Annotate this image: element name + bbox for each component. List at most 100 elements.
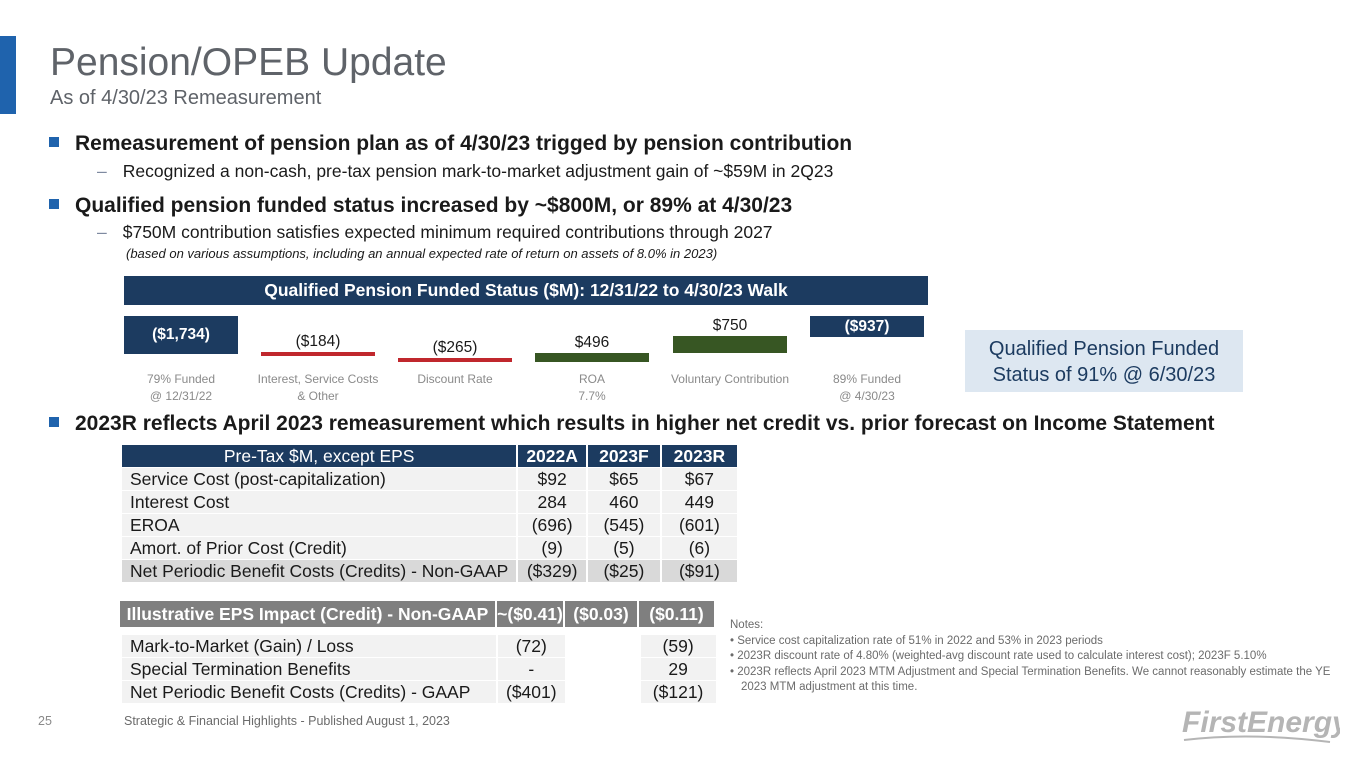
bullet-3-text: 2023R reflects April 2023 remeasurement … [75,412,1215,435]
bullet-square-icon [49,137,59,147]
row-value: (9) [518,537,586,559]
eps-2023r: ($0.11) [639,601,714,627]
row-value: (6) [661,537,737,559]
chart-title: Qualified Pension Funded Status ($M): 12… [124,276,928,305]
row-value: (696) [518,514,586,536]
bullet-1: Remeasurement of pension plan as of 4/30… [49,132,852,156]
walk-category-5: 89% Funded @ 4/30/23 [800,371,934,405]
walk-category-3: ROA 7.7% [525,371,659,405]
table-row: Mark-to-Market (Gain) / Loss (72) (59) [122,635,716,657]
row-value: $67 [661,468,737,490]
footer-text: Strategic & Financial Highlights - Publi… [124,714,450,728]
sub-bullet-2-text: $750M contribution satisfies expected mi… [122,222,773,242]
row-label: Net Periodic Benefit Costs (Credits) - N… [122,560,517,582]
row-label: Mark-to-Market (Gain) / Loss [122,635,496,657]
walk-category-line: @ 4/30/23 [839,389,895,403]
walk-value-label-4: $750 [712,317,748,334]
row-label: Net Periodic Benefit Costs (Credits) - G… [122,681,496,703]
row-value: 460 [587,491,660,513]
walk-value-label-1: ($184) [295,333,341,350]
notes-heading: Notes: [730,619,764,631]
walk-value-label-5: ($937) [844,317,890,335]
sub-bullet-1-text: Recognized a non-cash, pre-tax pension m… [122,161,834,181]
firstenergy-logo: FirstEnergy [1182,706,1340,743]
table-header-label: Pre-Tax $M, except EPS [122,445,517,467]
table-header-2023f: 2023F [587,445,660,467]
dash-icon: – [97,222,107,242]
eps-2022a: ~($0.41) [497,601,563,627]
walk-value-label-3: $496 [574,334,610,351]
row-value: ($329) [518,560,586,582]
gaap-table: Mark-to-Market (Gain) / Loss (72) (59) Spec… [120,634,718,704]
funded-status-callout: Qualified Pension Funded Status of 91% @… [965,330,1243,392]
row-label: Interest Cost [122,491,517,513]
walk-category-2: Discount Rate [388,371,522,388]
table-row: Interest Cost 284 460 449 [122,491,737,513]
walk-category-line: 7.7% [578,389,606,403]
bullet-3: 2023R reflects April 2023 remeasurement … [49,412,1214,436]
dash-icon: – [97,161,107,181]
note-item: • 2023R discount rate of 4.80% (weighted… [730,650,1267,662]
notes: Notes: • Service cost capitalization rat… [730,618,1331,696]
table-row: Net Periodic Benefit Costs (Credits) - G… [122,681,716,703]
walk-category-0: 79% Funded @ 12/31/22 [114,371,248,405]
note-item: • 2023R reflects April 2023 MTM Adjustme… [730,665,1331,694]
row-value [566,635,639,657]
bullet-1-text: Remeasurement of pension plan as of 4/30… [75,132,853,155]
walk-category-line: ROA [578,372,605,386]
row-value [566,658,639,680]
sub-bullet-1: – Recognized a non-cash, pre-tax pension … [97,161,833,182]
walk-category-line: Voluntary Contribution [670,372,790,386]
walk-category-line: & Other [297,389,339,403]
row-value: $65 [587,468,660,490]
walk-bar-4 [673,336,787,353]
callout-line-2: Status of 91% @ 6/30/23 [992,364,1216,386]
row-value: ($401) [498,681,565,703]
walk-category-line: Interest, Service Costs [257,372,379,386]
walk-bar-3 [535,353,649,362]
row-label: Special Termination Benefits [122,658,496,680]
walk-category-line: 79% Funded [146,372,216,386]
accent-bar [0,36,16,114]
table-row: Service Cost (post-capitalization) $92 $65… [122,468,737,490]
row-value: 29 [640,658,716,680]
row-value: 449 [661,491,737,513]
row-value: (601) [661,514,737,536]
note-item: • Service cost capitalization rate of 51… [730,634,1103,647]
page-number: 25 [38,714,52,728]
bullet-square-icon [49,199,59,209]
bullet-square-icon [49,417,59,427]
row-value: (5) [587,537,660,559]
table-header-2023r: 2023R [661,445,737,467]
row-value: ($121) [640,681,716,703]
row-value: $92 [518,468,586,490]
callout-line-1: Qualified Pension Funded [988,338,1220,360]
table-header-row: Pre-Tax $M, except EPS 2022A 2023F 2023R [122,445,737,467]
row-value: (59) [640,635,716,657]
walk-bar-1 [261,352,375,356]
bullet-2: Qualified pension funded status increase… [49,194,792,218]
walk-bar-2 [398,358,512,362]
walk-category-4: Voluntary Contribution [663,371,797,388]
row-value: (72) [498,635,565,657]
page-subtitle: As of 4/30/23 Remeasurement [50,87,322,109]
walk-category-line: @ 12/31/22 [149,389,213,403]
page-title: Pension/OPEB Update [50,41,447,84]
walk-category-line: 89% Funded [832,372,902,386]
eps-label: Illustrative EPS Impact (Credit) - Non-G… [120,601,495,627]
bullet-2-text: Qualified pension funded status increase… [75,194,793,217]
row-value: - [498,658,565,680]
row-value [566,681,639,703]
table-row: Amort. of Prior Cost (Credit) (9) (5) (6) [122,537,737,559]
table-row: Net Periodic Benefit Costs (Credits) - N… [122,560,737,582]
row-label: Service Cost (post-capitalization) [122,468,517,490]
row-value: ($91) [661,560,737,582]
eps-2023f: ($0.03) [565,601,637,627]
walk-value-label-2: ($265) [432,339,478,356]
walk-category-1: Interest, Service Costs & Other [251,371,385,405]
row-label: EROA [122,514,517,536]
table-header-2022a: 2022A [518,445,586,467]
row-value: (545) [587,514,660,536]
row-value: 284 [518,491,586,513]
sub-bullet-2: – $750M contribution satisfies expected m… [97,222,773,243]
